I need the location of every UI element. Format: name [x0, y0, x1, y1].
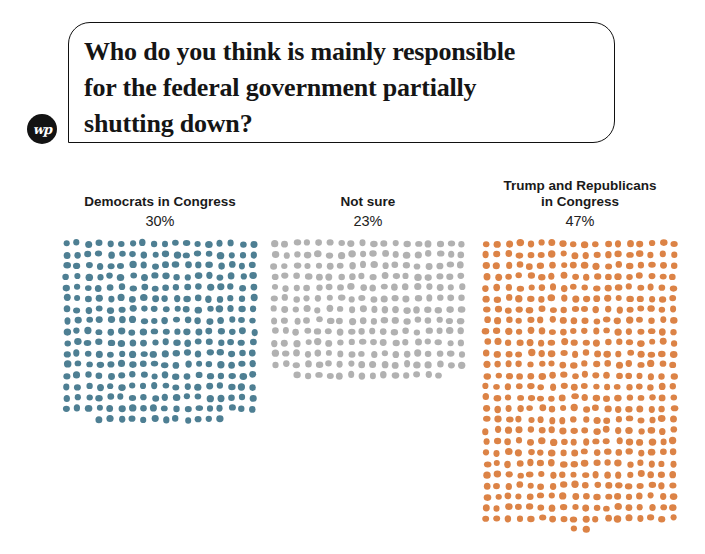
group-label-area: Democrats in Congress — [58, 176, 262, 210]
group-label-area: Trump and Republicans in Congress — [478, 176, 682, 210]
washington-post-logo: wp — [27, 114, 57, 144]
dot-grid-not-sure — [266, 238, 470, 387]
question-line-1: Who do you think is mainly responsible — [84, 34, 600, 70]
percent-label: 47% — [478, 212, 682, 230]
dot-grid-trump-republicans — [478, 238, 682, 541]
logo-text: wp — [33, 122, 51, 137]
group-democrats: Democrats in Congress 30% — [58, 176, 262, 431]
dot-grid-democrats — [58, 238, 262, 431]
question-line-3: shutting down? — [84, 106, 600, 142]
group-label-area: Not sure — [266, 176, 470, 210]
question-line-2: for the federal government partially — [84, 70, 600, 106]
group-not-sure: Not sure 23% — [266, 176, 470, 387]
question-bubble: Who do you think is mainly responsible f… — [68, 22, 615, 143]
category-label: Not sure — [341, 194, 396, 210]
category-label: Trump and Republicans in Congress — [499, 178, 661, 210]
percent-label: 30% — [58, 212, 262, 230]
poll-dot-chart: wp Who do you think is mainly responsibl… — [0, 0, 705, 554]
category-label: Democrats in Congress — [84, 194, 236, 210]
group-trump-republicans: Trump and Republicans in Congress 47% — [478, 176, 682, 541]
percent-label: 23% — [266, 212, 470, 230]
